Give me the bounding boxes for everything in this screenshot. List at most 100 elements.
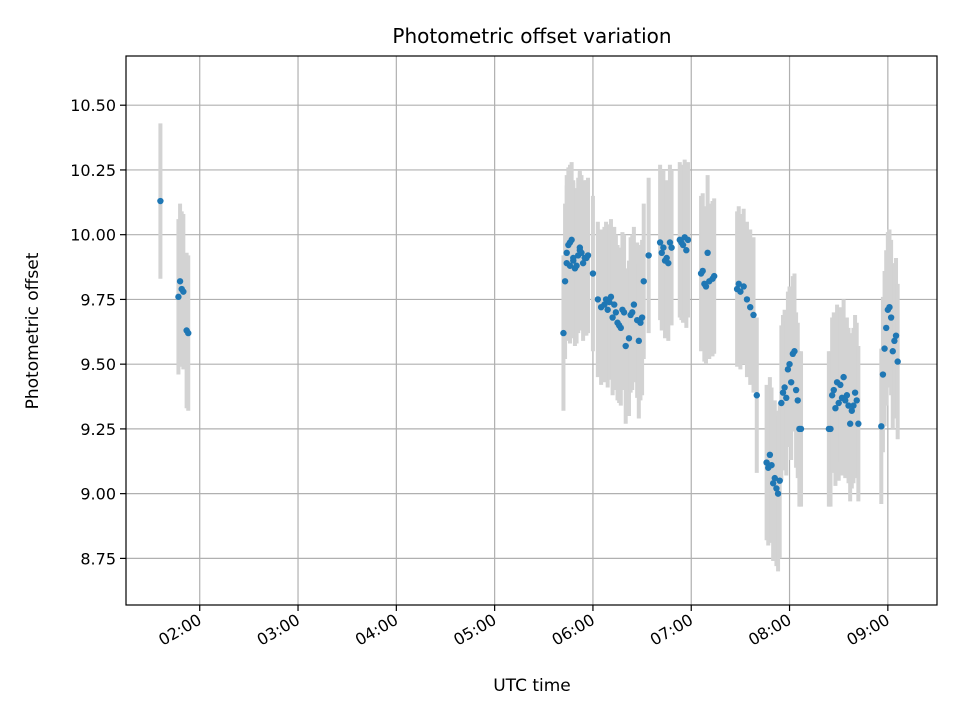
data-point xyxy=(656,239,664,246)
data-point xyxy=(563,249,570,257)
data-point xyxy=(607,293,615,301)
data-point xyxy=(740,283,747,290)
data-point xyxy=(766,451,774,459)
data-point xyxy=(625,335,633,342)
chart-title: Photometric offset variation xyxy=(392,24,671,48)
data-point xyxy=(747,303,754,311)
data-point xyxy=(846,420,854,427)
y-tick-label: 8.75 xyxy=(80,549,116,568)
data-point xyxy=(830,386,837,394)
data-point xyxy=(851,389,859,396)
data-point xyxy=(645,252,652,259)
data-point xyxy=(828,392,836,399)
data-point xyxy=(702,283,710,290)
data-point xyxy=(776,477,783,484)
data-point xyxy=(589,270,597,277)
data-point xyxy=(879,371,887,378)
data-point xyxy=(768,461,775,469)
data-point xyxy=(797,425,805,433)
y-tick-label: 9.00 xyxy=(80,485,116,504)
y-tick-label: 10.00 xyxy=(70,226,116,245)
data-point xyxy=(584,252,592,259)
data-point xyxy=(629,309,636,316)
data-point xyxy=(853,397,860,404)
data-point xyxy=(843,392,851,399)
data-point xyxy=(180,288,187,295)
data-point xyxy=(176,278,184,285)
data-point xyxy=(894,358,901,365)
plot-frame xyxy=(125,55,938,606)
data-point xyxy=(637,319,644,326)
data-point xyxy=(786,360,793,368)
data-point xyxy=(750,311,757,319)
data-point xyxy=(606,298,613,306)
data-point xyxy=(891,337,898,345)
data-point xyxy=(845,402,852,409)
data-point xyxy=(604,306,611,313)
data-point xyxy=(883,324,890,332)
data-point xyxy=(832,404,839,412)
data-point xyxy=(601,301,608,308)
data-point xyxy=(855,420,862,427)
data-point xyxy=(781,384,788,391)
data-point xyxy=(666,239,674,246)
data-point xyxy=(881,345,888,352)
data-point xyxy=(892,332,900,339)
data-point xyxy=(779,389,787,396)
x-axis-label: UTC time xyxy=(493,676,571,696)
data-points xyxy=(157,197,901,497)
data-point xyxy=(778,399,785,407)
data-point xyxy=(783,394,790,402)
data-point xyxy=(743,296,751,303)
data-point xyxy=(611,301,618,308)
data-point xyxy=(735,280,742,288)
y-tick-label: 9.25 xyxy=(80,420,116,439)
data-point xyxy=(566,262,574,269)
data-point xyxy=(609,314,616,321)
y-axis-label: Photometric offset xyxy=(23,252,43,409)
data-point xyxy=(827,425,834,433)
data-point xyxy=(561,278,569,285)
data-point xyxy=(157,197,164,205)
data-point xyxy=(560,329,567,337)
y-tick-label: 9.75 xyxy=(80,290,116,309)
data-point xyxy=(753,392,760,399)
data-point xyxy=(663,254,670,262)
data-point xyxy=(886,303,893,311)
data-point xyxy=(887,314,895,321)
y-tick-label: 9.50 xyxy=(80,355,116,374)
data-point xyxy=(665,259,672,267)
data-point xyxy=(638,314,646,321)
data-point xyxy=(784,366,792,373)
data-point xyxy=(578,249,585,257)
data-point xyxy=(848,407,856,414)
data-point xyxy=(640,278,647,285)
data-point xyxy=(660,244,667,251)
data-point xyxy=(837,381,844,389)
data-point xyxy=(683,247,690,254)
data-point xyxy=(769,480,777,487)
data-point xyxy=(568,236,575,244)
data-point xyxy=(570,257,577,264)
data-point xyxy=(774,490,782,497)
data-point xyxy=(773,485,780,492)
data-point xyxy=(576,244,584,251)
data-point xyxy=(878,423,885,430)
data-point xyxy=(889,348,896,355)
data-point xyxy=(699,267,706,275)
data-point xyxy=(612,309,620,316)
y-axis-ticks: 8.75 9.00 9.25 9.50 9.75 10.00 10.25 10.50 xyxy=(70,96,126,568)
data-point xyxy=(840,373,847,381)
data-point xyxy=(635,337,643,345)
y-tick-label: 10.25 xyxy=(70,161,116,180)
data-point xyxy=(579,259,587,267)
data-point xyxy=(737,288,744,295)
data-point xyxy=(658,249,665,257)
data-point xyxy=(668,244,675,251)
data-point xyxy=(704,249,711,257)
data-point xyxy=(620,309,628,316)
data-point xyxy=(573,262,580,269)
